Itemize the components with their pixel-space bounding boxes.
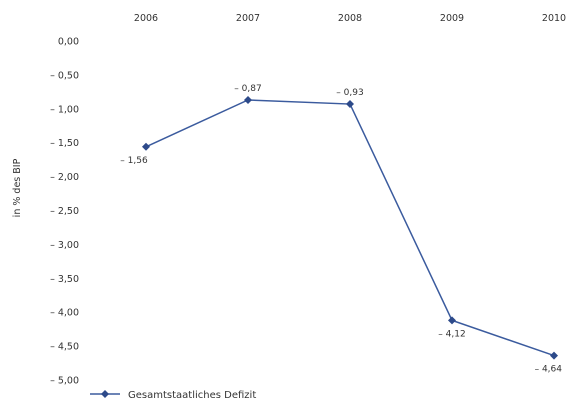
legend-label: Gesamtstaatliches Defizit (128, 390, 256, 401)
y-tick-label: – 2,00 (50, 172, 79, 183)
y-tick-label: – 2,50 (50, 206, 79, 217)
series-line (145, 99, 555, 357)
y-tick-labels: 0,00 – 0,50 – 1,00 – 1,50 – 2,00 – 2,50 – 3,00… (50, 37, 79, 387)
y-tick-label: – 5,00 (50, 376, 79, 387)
data-label: – 1,56 (120, 156, 148, 166)
x-tick-label: 2009 (440, 13, 464, 24)
series-group: – 1,56 – 0,87 – 0,93 – 4,12 – 4,64 (120, 84, 562, 375)
data-point (346, 100, 354, 109)
data-point (142, 142, 150, 151)
data-point (550, 351, 558, 360)
legend-marker (101, 390, 109, 398)
y-axis-label: in % des BIP (12, 158, 23, 217)
x-tick-label: 2008 (338, 13, 362, 24)
y-tick-label: – 3,50 (50, 274, 79, 285)
y-tick-label: – 4,50 (50, 342, 79, 353)
y-tick-label: – 1,50 (50, 138, 79, 149)
legend: Gesamtstaatliches Defizit (90, 390, 256, 401)
data-point (244, 95, 252, 104)
x-tick-labels: 2006 2007 2008 2009 2010 (134, 13, 566, 24)
y-tick-label: – 1,00 (50, 104, 79, 115)
data-label: – 4,12 (438, 329, 465, 339)
data-label: – 0,87 (234, 84, 261, 94)
data-point (448, 316, 456, 325)
x-tick-label: 2010 (542, 13, 566, 24)
data-label: – 0,93 (336, 88, 363, 98)
y-tick-label: – 4,00 (50, 308, 79, 319)
x-tick-label: 2007 (236, 13, 260, 24)
y-tick-label: 0,00 (58, 37, 79, 48)
x-tick-label: 2006 (134, 13, 158, 24)
y-tick-label: – 0,50 (50, 70, 79, 81)
data-label: – 4,64 (535, 365, 563, 375)
y-tick-label: – 3,00 (50, 240, 79, 251)
